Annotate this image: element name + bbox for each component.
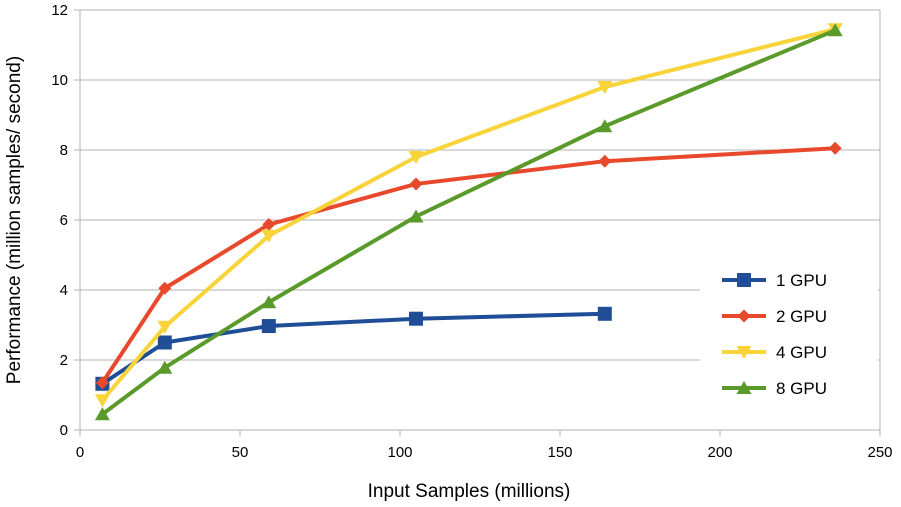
data-point xyxy=(261,295,277,309)
x-tick-label: 100 xyxy=(387,444,412,461)
y-tick-label: 8 xyxy=(60,142,68,159)
data-point xyxy=(408,151,424,164)
y-tick-label: 12 xyxy=(51,2,68,19)
series-line xyxy=(101,28,836,416)
data-point xyxy=(157,360,173,374)
series-1-gpu xyxy=(95,306,612,391)
x-axis-title: Input Samples (millions) xyxy=(368,481,571,502)
data-point xyxy=(94,394,110,408)
series-line xyxy=(100,27,836,402)
series-2-gpu xyxy=(95,141,842,390)
y-tick-label: 6 xyxy=(60,212,68,229)
data-point xyxy=(94,407,110,421)
legend-label: 4 GPU xyxy=(776,343,827,362)
data-point xyxy=(95,376,109,390)
legend-swatch-marker xyxy=(737,273,751,287)
data-point xyxy=(261,229,277,243)
data-point xyxy=(598,154,612,168)
series-8-gpu xyxy=(94,23,843,421)
x-tick-label: 0 xyxy=(76,444,84,461)
data-point xyxy=(158,281,172,295)
x-axis-ticks: 0 50 100 150 200 250 xyxy=(76,430,893,461)
data-point xyxy=(409,177,423,191)
x-tick-label: 200 xyxy=(707,444,732,461)
series-4-gpu xyxy=(94,23,843,408)
series-line xyxy=(100,146,836,384)
legend-swatch-marker xyxy=(736,346,752,359)
data-point xyxy=(157,335,172,350)
data-point xyxy=(262,218,276,232)
x-tick-label: 150 xyxy=(547,444,572,461)
legend-swatch-marker xyxy=(736,381,752,394)
x-tick-label: 50 xyxy=(232,444,249,461)
data-point xyxy=(828,141,842,155)
legend: 1 GPU 2 GPU 4 GPU 8 GPU xyxy=(700,262,878,412)
y-tick-label: 10 xyxy=(51,72,68,89)
y-tick-label: 0 xyxy=(60,422,68,439)
y-axis-title: Performance (million samples/ second) xyxy=(4,56,25,384)
data-point xyxy=(157,320,173,334)
data-point xyxy=(261,319,276,334)
y-tick-label: 2 xyxy=(60,352,68,369)
data-series xyxy=(94,23,843,421)
legend-label: 2 GPU xyxy=(776,307,827,326)
x-tick-label: 250 xyxy=(867,444,892,461)
data-point xyxy=(827,23,843,37)
data-point xyxy=(597,81,613,94)
legend-label: 8 GPU xyxy=(776,379,827,398)
data-point xyxy=(597,306,612,321)
data-point xyxy=(597,119,613,133)
legend-label: 1 GPU xyxy=(776,271,827,290)
data-point xyxy=(409,311,423,326)
y-axis-ticks: 0 2 4 6 8 10 12 xyxy=(51,2,80,439)
y-tick-label: 4 xyxy=(60,282,68,299)
legend-swatch-marker xyxy=(737,309,751,323)
data-point xyxy=(408,209,424,223)
